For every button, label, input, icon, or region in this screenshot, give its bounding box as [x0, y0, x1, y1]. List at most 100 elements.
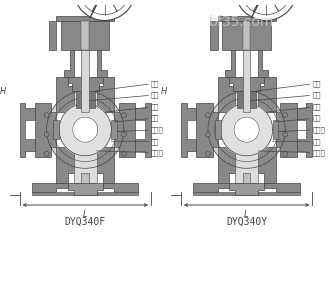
Polygon shape [64, 50, 74, 78]
Circle shape [205, 132, 210, 137]
Polygon shape [73, 117, 98, 142]
Bar [25, 120, 35, 139]
Circle shape [122, 151, 126, 156]
Polygon shape [56, 77, 74, 112]
Text: DYQ340F: DYQ340F [65, 217, 106, 226]
Bar [81, 173, 89, 183]
Polygon shape [114, 102, 136, 157]
Polygon shape [217, 147, 235, 183]
Circle shape [205, 151, 210, 156]
Text: 固定轴: 固定轴 [258, 150, 325, 156]
Polygon shape [210, 21, 217, 50]
Bar [32, 192, 139, 195]
Circle shape [235, 0, 297, 20]
Polygon shape [297, 102, 312, 157]
Polygon shape [56, 147, 74, 183]
Polygon shape [208, 91, 285, 168]
Polygon shape [258, 147, 276, 183]
Polygon shape [56, 16, 114, 21]
Polygon shape [276, 102, 297, 157]
Circle shape [44, 113, 49, 118]
Polygon shape [93, 0, 100, 16]
Polygon shape [196, 102, 217, 157]
Polygon shape [103, 183, 139, 192]
Bar [297, 120, 306, 139]
Text: 端盖: 端盖 [276, 115, 321, 122]
Polygon shape [258, 50, 268, 78]
Polygon shape [217, 77, 235, 112]
Polygon shape [47, 91, 124, 168]
Text: 阀杆: 阀杆 [250, 91, 321, 101]
Bar [74, 147, 97, 183]
Text: H: H [0, 86, 6, 96]
Bar [61, 21, 110, 50]
Bar [243, 50, 250, 112]
Bar [81, 21, 89, 50]
Polygon shape [254, 0, 261, 16]
Bar [243, 21, 250, 50]
Polygon shape [215, 98, 278, 162]
Circle shape [283, 113, 288, 118]
Polygon shape [273, 120, 278, 139]
Polygon shape [59, 104, 111, 156]
Text: 阀杆: 阀杆 [89, 91, 160, 101]
Text: 密封圈: 密封圈 [278, 126, 325, 133]
Polygon shape [193, 183, 229, 192]
Bar [222, 21, 271, 50]
Bar [193, 192, 300, 195]
Text: 填料: 填料 [95, 80, 160, 91]
Text: 填料: 填料 [256, 80, 321, 91]
Polygon shape [225, 50, 235, 78]
Polygon shape [53, 120, 59, 139]
Text: DYQ340Y: DYQ340Y [226, 217, 267, 226]
Polygon shape [220, 104, 273, 156]
Circle shape [44, 151, 49, 156]
Text: H: H [161, 86, 167, 96]
Text: 密封圈: 密封圈 [117, 126, 164, 133]
Bar [76, 91, 95, 108]
Text: 端盖: 端盖 [114, 115, 160, 122]
Polygon shape [53, 98, 117, 162]
Bar [235, 147, 258, 183]
Bar [243, 173, 250, 183]
Text: L: L [244, 210, 249, 219]
Circle shape [80, 0, 130, 15]
Polygon shape [97, 77, 114, 112]
Polygon shape [181, 102, 196, 157]
Polygon shape [68, 183, 103, 195]
Polygon shape [264, 183, 300, 192]
Polygon shape [35, 102, 56, 157]
Polygon shape [68, 78, 103, 91]
Circle shape [283, 151, 288, 156]
Text: 阀体: 阀体 [266, 103, 321, 112]
Polygon shape [229, 183, 264, 195]
Polygon shape [20, 102, 35, 157]
Bar [187, 120, 196, 139]
Polygon shape [258, 77, 276, 112]
Circle shape [122, 113, 126, 118]
Text: 球体: 球体 [273, 138, 321, 145]
Circle shape [241, 0, 291, 15]
Bar [237, 91, 256, 108]
Bar [235, 77, 258, 112]
Polygon shape [49, 21, 56, 50]
Circle shape [122, 132, 126, 137]
Text: 固定轴: 固定轴 [97, 150, 164, 156]
Polygon shape [234, 117, 259, 142]
Text: 阀体: 阀体 [105, 103, 160, 112]
Polygon shape [97, 147, 114, 183]
Text: bf35.com: bf35.com [209, 15, 274, 29]
Polygon shape [217, 16, 276, 21]
Bar [136, 120, 145, 139]
Circle shape [205, 113, 210, 118]
Polygon shape [97, 50, 107, 78]
Polygon shape [229, 78, 264, 91]
Bar [74, 77, 97, 112]
Circle shape [283, 132, 288, 137]
Circle shape [74, 0, 136, 20]
Bar [81, 50, 89, 112]
Polygon shape [215, 120, 220, 139]
Circle shape [44, 132, 49, 137]
Text: L: L [83, 210, 88, 219]
Text: 球体: 球体 [111, 138, 160, 145]
